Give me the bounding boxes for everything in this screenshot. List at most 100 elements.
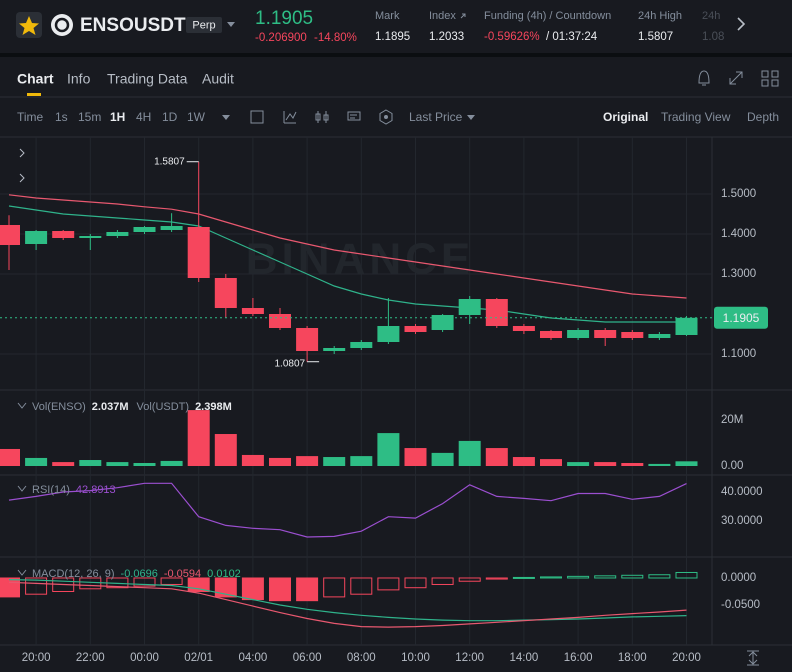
macd-histogram xyxy=(377,577,400,591)
y-tick-label: 20M xyxy=(721,414,743,426)
tab[interactable]: Chart xyxy=(17,71,54,87)
stat-label: Index xyxy=(429,10,456,22)
price-change: -0.206900 xyxy=(255,32,307,44)
stat-label: Funding (4h) / Countdown xyxy=(484,10,611,22)
view-option[interactable]: Depth xyxy=(747,110,779,124)
tools-icon-dot xyxy=(384,115,388,119)
macd-histogram xyxy=(160,577,183,585)
candle-body xyxy=(296,328,319,351)
candle-body xyxy=(269,314,291,328)
legend-name: RSI(14) xyxy=(32,484,70,496)
macd-histogram xyxy=(241,577,264,601)
settings-icon[interactable] xyxy=(347,111,361,121)
legend-toggle xyxy=(17,569,27,576)
volume-bar xyxy=(567,462,590,466)
price-mode-dropdown[interactable] xyxy=(467,115,475,120)
chart-type-icon[interactable] xyxy=(283,111,297,124)
x-tick-label: 02/01 xyxy=(184,652,213,664)
stats-fade xyxy=(726,0,792,52)
x-tick-label: 18:00 xyxy=(618,652,647,664)
interval[interactable]: 1s xyxy=(55,110,68,124)
legend-name: Vol(USDT) xyxy=(137,401,190,413)
view-option[interactable]: Trading View xyxy=(661,110,731,124)
interval[interactable]: 15m xyxy=(78,110,101,124)
volume-bar xyxy=(133,463,156,466)
candle-body xyxy=(106,232,129,236)
interval[interactable]: 4H xyxy=(136,110,151,124)
legend-name: Vol(ENSO) xyxy=(32,401,86,413)
volume-bar xyxy=(377,433,400,466)
stat-value: 1.2033 xyxy=(429,31,464,43)
macd-histogram xyxy=(79,577,102,590)
macd-line xyxy=(8,579,687,622)
volume-bar xyxy=(241,454,264,466)
axis-fit-icon[interactable] xyxy=(747,650,759,666)
candle-body xyxy=(540,331,562,338)
expand-icon[interactable] xyxy=(729,71,743,85)
macd-histogram xyxy=(0,577,20,598)
x-tick-label: 14:00 xyxy=(510,652,539,664)
x-tick-label: 10:00 xyxy=(401,652,430,664)
candle-icon[interactable] xyxy=(315,111,329,123)
volume-bar xyxy=(25,457,48,466)
layout-icon[interactable] xyxy=(761,70,779,87)
tab[interactable]: Trading Data xyxy=(107,71,188,87)
moving-average xyxy=(8,194,687,299)
stats-next[interactable] xyxy=(737,17,746,31)
collapse-arrows[interactable] xyxy=(19,148,25,183)
view-option[interactable]: Original xyxy=(603,110,648,124)
candle-body xyxy=(567,330,590,338)
volume-bar xyxy=(187,410,210,466)
indicator-icon[interactable] xyxy=(250,110,264,124)
watermark: BINANCE xyxy=(246,235,474,284)
symbol-dropdown[interactable] xyxy=(227,22,235,27)
interval[interactable]: 1W xyxy=(187,110,206,124)
legend-toggle xyxy=(17,402,27,409)
y-tick-label: 30.0000 xyxy=(721,515,763,527)
interval[interactable]: 1D xyxy=(162,110,178,124)
macd-histogram xyxy=(296,577,319,602)
volume-bar xyxy=(485,448,508,466)
y-tick-label: 0.00 xyxy=(721,460,743,472)
x-tick-label: 00:00 xyxy=(130,652,159,664)
volume-bar xyxy=(160,460,183,466)
y-tick-label: 1.5000 xyxy=(721,188,756,200)
stat-value: 1.08 xyxy=(702,31,724,43)
candle-body xyxy=(79,236,102,238)
last-price-label: 1.1905 xyxy=(723,311,760,325)
volume-bar xyxy=(540,459,562,466)
legend-value: -0.0594 xyxy=(164,568,201,580)
price-mode[interactable]: Last Price xyxy=(409,110,463,124)
interval[interactable]: 1H xyxy=(110,110,125,124)
external-icon xyxy=(460,13,466,19)
price-change-pct: -14.80% xyxy=(314,32,357,44)
tools-icon[interactable] xyxy=(379,109,393,125)
macd-histogram xyxy=(594,575,617,579)
macd-histogram xyxy=(675,571,698,579)
volume-bar xyxy=(296,456,319,466)
moving-average xyxy=(8,205,687,323)
x-tick-label: 20:00 xyxy=(22,652,51,664)
y-tick-label: 1.4000 xyxy=(721,228,756,240)
candle-body xyxy=(431,315,454,330)
candle-body xyxy=(621,332,644,338)
stat-value: 1.5807 xyxy=(638,31,673,43)
alert-icon[interactable] xyxy=(698,70,710,86)
volume-bar xyxy=(675,461,698,466)
interval-dropdown[interactable] xyxy=(222,115,230,120)
candle-body xyxy=(512,326,535,331)
interval[interactable]: Time xyxy=(17,110,44,124)
volume-bar xyxy=(106,462,129,466)
last-price-tag xyxy=(714,306,768,329)
candle-body xyxy=(485,299,508,326)
candle-body xyxy=(648,334,671,338)
legend-toggle xyxy=(17,485,27,492)
stat-extra: / 01:37:24 xyxy=(546,31,598,43)
tab[interactable]: Audit xyxy=(202,71,234,87)
candle-body xyxy=(214,278,237,308)
volume-bar xyxy=(621,463,644,466)
x-tick-label: 22:00 xyxy=(76,652,105,664)
tab[interactable]: Info xyxy=(67,71,91,87)
volume-bar xyxy=(214,434,237,466)
symbol: ENSOUSDT xyxy=(80,15,186,36)
